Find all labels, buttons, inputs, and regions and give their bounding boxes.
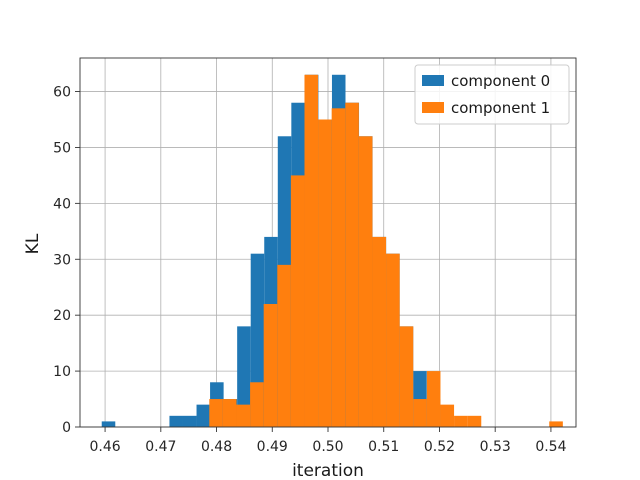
x-axis-label: iteration	[292, 461, 364, 480]
y-axis-label: KL	[23, 233, 43, 254]
y-tick-label: 20	[53, 308, 71, 324]
histogram-bar	[304, 74, 319, 427]
legend-box	[414, 64, 570, 125]
histogram-bar	[169, 415, 183, 427]
histogram-bar	[222, 399, 237, 427]
histogram-bar	[209, 399, 223, 427]
legend: component 0 component 1	[414, 64, 570, 125]
x-tick-label: 0.50	[312, 439, 343, 455]
histogram-bar	[182, 415, 197, 427]
histogram-bar	[263, 304, 278, 427]
histogram-bar	[331, 108, 346, 428]
histogram-bar	[549, 421, 563, 427]
x-tick-label: 0.53	[480, 439, 511, 455]
histogram-bar	[386, 253, 400, 427]
y-tick-label: 10	[53, 364, 71, 380]
histogram-bar	[426, 371, 441, 427]
histogram-bar	[440, 404, 455, 427]
x-tick-label: 0.47	[145, 439, 176, 455]
x-tick-label: 0.49	[257, 439, 288, 455]
y-tick-label: 60	[53, 85, 71, 101]
histogram-bar	[399, 326, 414, 427]
x-tick-label: 0.54	[535, 439, 566, 455]
histogram-bar	[236, 404, 251, 427]
histogram-bar	[318, 119, 332, 427]
x-axis-ticks: 0.46 0.47 0.48 0.49 0.50 0.51 0.52 0.53 0.54	[89, 427, 567, 455]
y-axis-ticks: 0 10 20 30 40 50 60	[53, 85, 80, 436]
histogram-bar	[237, 326, 251, 427]
x-tick-label: 0.52	[424, 439, 455, 455]
histogram-bar	[454, 415, 468, 427]
y-tick-label: 30	[53, 252, 71, 268]
histogram-bar	[372, 236, 387, 427]
bars	[101, 74, 563, 428]
histogram-bar	[345, 102, 359, 428]
histogram-bar	[196, 404, 211, 427]
legend-swatch	[422, 102, 444, 113]
histogram-bar	[358, 136, 373, 428]
histogram-bar	[250, 382, 264, 427]
legend-label: component 0	[451, 72, 550, 90]
x-tick-label: 0.51	[368, 439, 399, 455]
x-tick-label: 0.46	[89, 439, 120, 455]
x-tick-label: 0.48	[201, 439, 232, 455]
series-1-bars	[209, 74, 563, 428]
y-tick-label: 50	[53, 140, 71, 156]
histogram-bar	[413, 399, 427, 427]
histogram-bar	[101, 421, 116, 427]
histogram-bar	[290, 175, 305, 427]
y-tick-label: 40	[53, 196, 71, 212]
legend-swatch	[422, 75, 444, 86]
legend-label: component 1	[451, 99, 550, 117]
y-tick-label: 0	[62, 420, 71, 436]
histogram-bar	[467, 415, 482, 427]
histogram-bar	[277, 264, 291, 427]
